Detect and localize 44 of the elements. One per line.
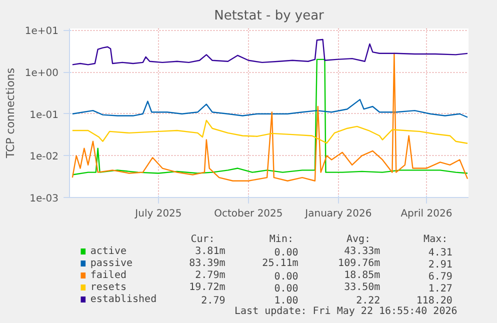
text: 2.22: [356, 296, 380, 306]
chart-title: Netstat - by year: [214, 8, 325, 24]
text: 2.91: [428, 260, 452, 270]
text: 25.11m: [262, 258, 298, 269]
text: 4.31: [428, 248, 452, 258]
text: 19.72m: [189, 282, 226, 293]
text: 1.27: [428, 284, 452, 294]
text: 43.33m: [344, 246, 380, 257]
y-tick-label: 1e-01: [30, 110, 59, 121]
text: 83.39m: [189, 258, 226, 269]
line-series: [72, 38, 468, 66]
text: Cur:: [190, 234, 215, 245]
legend-label: established: [90, 294, 157, 305]
y-tick-label: 1e-03: [30, 194, 59, 204]
text: 6.79: [428, 272, 452, 282]
text: 3.81m: [195, 246, 226, 257]
text: 109.76m: [338, 258, 380, 269]
legend-label: failed: [90, 270, 126, 281]
text: Min:: [269, 234, 294, 245]
y-axis-title: TCP connections: [4, 68, 17, 160]
text: 118.20: [416, 296, 452, 306]
text: 2.79m: [195, 270, 226, 281]
text: 33.50m: [344, 282, 380, 293]
text: 1.00: [274, 296, 298, 306]
line-series: [72, 120, 468, 144]
text: Max:: [424, 234, 448, 245]
x-tick-label: April 2026: [400, 208, 452, 220]
text: Avg:: [346, 234, 371, 245]
text: 0.00: [274, 284, 298, 294]
text: 18.85m: [344, 270, 380, 281]
x-tick-label: July 2025: [134, 208, 182, 220]
legend-label: resets: [90, 282, 126, 293]
text: Last update: Fri May 22 16:55:40 2026: [234, 306, 458, 317]
text: 2.79: [201, 296, 226, 306]
line-series: [72, 98, 468, 118]
text: 0.00: [274, 248, 298, 258]
y-tick-label: 1e+01: [24, 26, 59, 38]
y-tick-label: 1e-02: [30, 152, 59, 163]
y-tick-label: 1e+00: [24, 68, 59, 80]
x-tick-label: October 2025: [214, 208, 283, 220]
legend-label: passive: [90, 258, 133, 269]
x-tick-label: January 2026: [304, 208, 372, 220]
legend-label: active: [90, 246, 126, 257]
text: 0.00: [274, 272, 298, 282]
